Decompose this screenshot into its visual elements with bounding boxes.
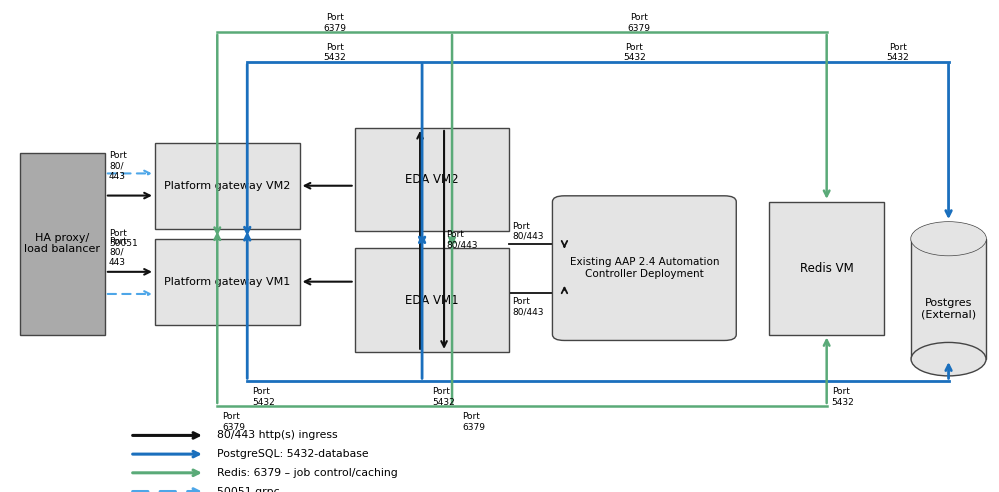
Text: Port
80/443: Port 80/443	[446, 230, 478, 249]
Text: PostgreSQL: 5432-database: PostgreSQL: 5432-database	[217, 449, 369, 459]
Text: Port
5432: Port 5432	[886, 43, 909, 62]
Bar	[155, 143, 300, 229]
Text: 80/443 http(s) ingress: 80/443 http(s) ingress	[217, 430, 338, 440]
Text: Existing AAP 2.4 Automation
Controller Deployment: Existing AAP 2.4 Automation Controller D…	[569, 257, 719, 279]
Text: Port
5432: Port 5432	[324, 43, 346, 62]
Text: Port
80/443: Port 80/443	[512, 221, 544, 241]
Text: Port
6379: Port 6379	[627, 13, 651, 33]
Bar	[911, 239, 986, 359]
Bar	[355, 128, 509, 231]
Text: Port
6379: Port 6379	[323, 13, 347, 33]
Text: Postgres
(External): Postgres (External)	[921, 298, 976, 319]
Text: EDA VM2: EDA VM2	[406, 173, 459, 186]
Ellipse shape	[911, 222, 986, 255]
Bar	[355, 248, 509, 352]
Text: Port
50051: Port 50051	[109, 229, 138, 248]
Bar	[155, 239, 300, 325]
Ellipse shape	[911, 222, 986, 255]
Text: Port
5432: Port 5432	[831, 387, 854, 407]
Text: Platform gateway VM2: Platform gateway VM2	[164, 181, 291, 191]
Text: Redis: 6379 – job control/caching: Redis: 6379 – job control/caching	[217, 468, 398, 478]
Ellipse shape	[911, 342, 986, 376]
Text: Port
6379: Port 6379	[462, 412, 486, 432]
Bar	[20, 153, 105, 335]
Text: Port
80/
443: Port 80/ 443	[109, 151, 127, 181]
Text: 50051 grpc: 50051 grpc	[217, 487, 280, 492]
Text: Port
80/
443: Port 80/ 443	[109, 237, 127, 267]
Bar	[769, 202, 884, 335]
Text: Port
5432: Port 5432	[252, 387, 275, 407]
FancyBboxPatch shape	[552, 196, 736, 340]
Text: Redis VM: Redis VM	[800, 262, 853, 275]
Text: Port
5432: Port 5432	[432, 387, 455, 407]
Text: Port
5432: Port 5432	[623, 43, 645, 62]
Text: EDA VM1: EDA VM1	[406, 294, 459, 307]
Text: HA proxy/
load balancer: HA proxy/ load balancer	[24, 233, 101, 254]
Text: Port
80/443: Port 80/443	[512, 297, 544, 316]
Text: Platform gateway VM1: Platform gateway VM1	[164, 277, 291, 287]
Text: Port
6379: Port 6379	[222, 412, 246, 432]
